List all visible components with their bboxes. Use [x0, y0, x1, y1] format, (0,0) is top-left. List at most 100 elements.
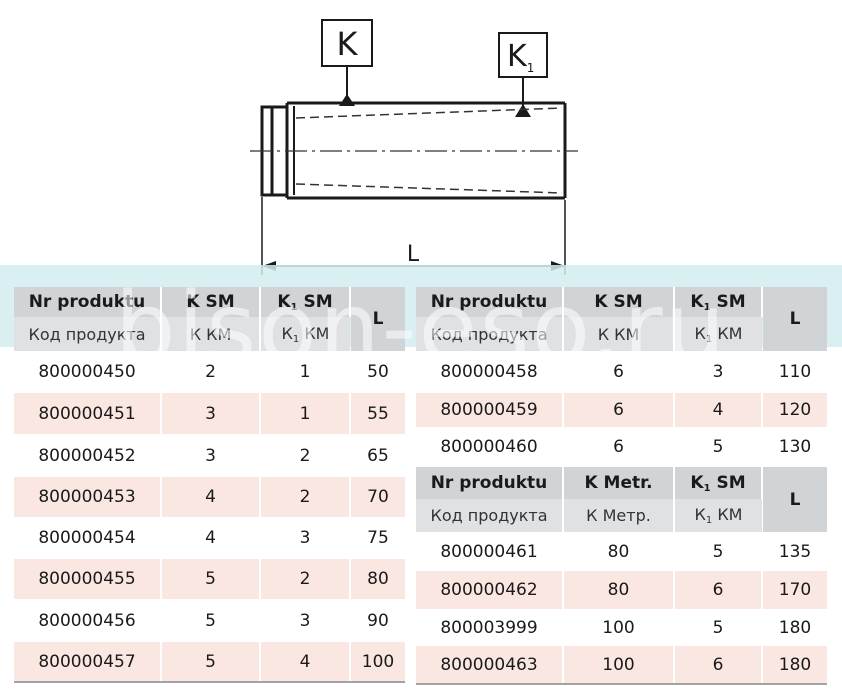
cell-product: 800003999	[416, 609, 564, 646]
col-header-product: Nr produktu	[416, 467, 564, 499]
col-subheader-k1-km: К1 КМ	[674, 317, 762, 351]
cell-k1: 6	[674, 646, 763, 685]
cell-k: 6	[563, 427, 675, 467]
k1-label-box	[498, 32, 548, 78]
cell-k1: 6	[674, 571, 763, 609]
cell-l: 180	[762, 646, 827, 685]
cell-product: 800000459	[416, 393, 564, 427]
col-subheader-product: Код продукта	[416, 317, 564, 351]
table-row: 800000456 5 3 90	[14, 599, 405, 642]
col-subheader-k-km: К КМ	[563, 317, 675, 351]
cell-product: 800000452	[14, 434, 162, 477]
table-row: 800000459 6 4 120	[416, 393, 827, 427]
table-row: 800000457 5 4 100	[14, 642, 405, 683]
cell-k1: 5	[674, 609, 763, 646]
cell-l: 75	[350, 517, 405, 559]
cell-l: 170	[762, 571, 827, 609]
cell-k1: 1	[260, 351, 351, 393]
cell-k1: 1	[260, 393, 351, 434]
cell-product: 800000453	[14, 477, 162, 517]
table-row: 800000460 6 5 130	[416, 427, 827, 467]
cell-product: 800000460	[416, 427, 564, 467]
cell-k1: 5	[674, 427, 763, 467]
col-header-l: L	[762, 467, 827, 532]
cell-k: 2	[161, 351, 261, 393]
cell-l: 50	[350, 351, 405, 393]
cell-k1: 2	[260, 477, 351, 517]
cell-product: 800000451	[14, 393, 162, 434]
cell-product: 800000450	[14, 351, 162, 393]
cell-k1: 4	[674, 393, 763, 427]
cell-k: 3	[161, 393, 261, 434]
cell-k1: 2	[260, 559, 351, 599]
cell-l: 135	[762, 532, 827, 571]
table-row: 800000453 4 2 70	[14, 477, 405, 517]
col-subheader-k-km: К КМ	[161, 317, 261, 351]
table-row: 800000452 3 2 65	[14, 434, 405, 477]
col-header-k-sm: K SM	[563, 287, 675, 317]
cell-l: 55	[350, 393, 405, 434]
cell-k1: 3	[260, 599, 351, 642]
col-header-k-sm: K SM	[161, 287, 261, 317]
cell-product: 800000455	[14, 559, 162, 599]
left-spec-table: Nr produktu K SM K1 SM L Код продукта К …	[14, 287, 405, 683]
cell-k: 4	[161, 517, 261, 559]
col-header-k1-sm: K1 SM	[674, 287, 763, 317]
cell-l: 180	[762, 609, 827, 646]
cell-product: 800000462	[416, 571, 564, 609]
table-row: 800000462 80 6 170	[416, 571, 827, 609]
cell-k: 5	[161, 599, 261, 642]
right-bottom-spec-table: Nr produktu K Metr. K1 SM L Код продукта…	[416, 467, 827, 685]
col-subheader-product: Код продукта	[14, 317, 162, 351]
cell-l: 100	[350, 642, 405, 683]
cell-k1: 3	[674, 351, 763, 393]
k-label: K	[337, 25, 359, 63]
cell-product: 800000461	[416, 532, 564, 571]
cell-k: 100	[563, 609, 675, 646]
col-header-product: Nr produktu	[14, 287, 162, 317]
cell-k: 4	[161, 477, 261, 517]
cell-k1: 2	[260, 434, 351, 477]
taper-hidden-lines	[295, 107, 563, 194]
cell-product: 800000457	[14, 642, 162, 683]
table-row: 800000451 3 1 55	[14, 393, 405, 434]
cell-k: 80	[563, 532, 675, 571]
col-subheader-k1-km: К1 КМ	[674, 499, 762, 532]
cell-k: 3	[161, 434, 261, 477]
col-subheader-k1-km: К1 КМ	[260, 317, 350, 351]
cell-l: 120	[762, 393, 827, 427]
table-row: 800000450 2 1 50	[14, 351, 405, 393]
cell-product: 800000458	[416, 351, 564, 393]
cell-k: 100	[563, 646, 675, 685]
sleeve-outline	[260, 101, 567, 200]
cell-k1: 4	[260, 642, 351, 683]
right-top-spec-table: Nr produktu K SM K1 SM L Код продукта К …	[416, 287, 827, 467]
cell-k: 6	[563, 393, 675, 427]
cell-k: 6	[563, 351, 675, 393]
col-subheader-product: Код продукта	[416, 499, 564, 532]
cell-k: 5	[161, 559, 261, 599]
cell-k1: 5	[674, 532, 763, 571]
cell-l: 65	[350, 434, 405, 477]
cell-l: 70	[350, 477, 405, 517]
sleeve-technical-drawing: K K1 L	[250, 19, 578, 275]
col-header-k1-sm: K1 SM	[260, 287, 351, 317]
table-row: 800000454 4 3 75	[14, 517, 405, 559]
cell-product: 800000456	[14, 599, 162, 642]
cell-product: 800000454	[14, 517, 162, 559]
col-header-k1-sm: K1 SM	[674, 467, 763, 499]
table-row: 800003999 100 5 180	[416, 609, 827, 646]
cell-k: 80	[563, 571, 675, 609]
k1-marker	[515, 104, 531, 117]
length-label: L	[407, 242, 420, 267]
cell-l: 90	[350, 599, 405, 642]
cell-k1: 3	[260, 517, 351, 559]
col-header-l: L	[762, 287, 827, 351]
cell-k: 5	[161, 642, 261, 683]
col-header-k-metr: K Metr.	[563, 467, 675, 499]
table-row: 800000463 100 6 180	[416, 646, 827, 685]
cell-product: 800000463	[416, 646, 564, 685]
cell-l: 110	[762, 351, 827, 393]
col-header-product: Nr produktu	[416, 287, 564, 317]
k1-label: K1	[507, 39, 534, 75]
